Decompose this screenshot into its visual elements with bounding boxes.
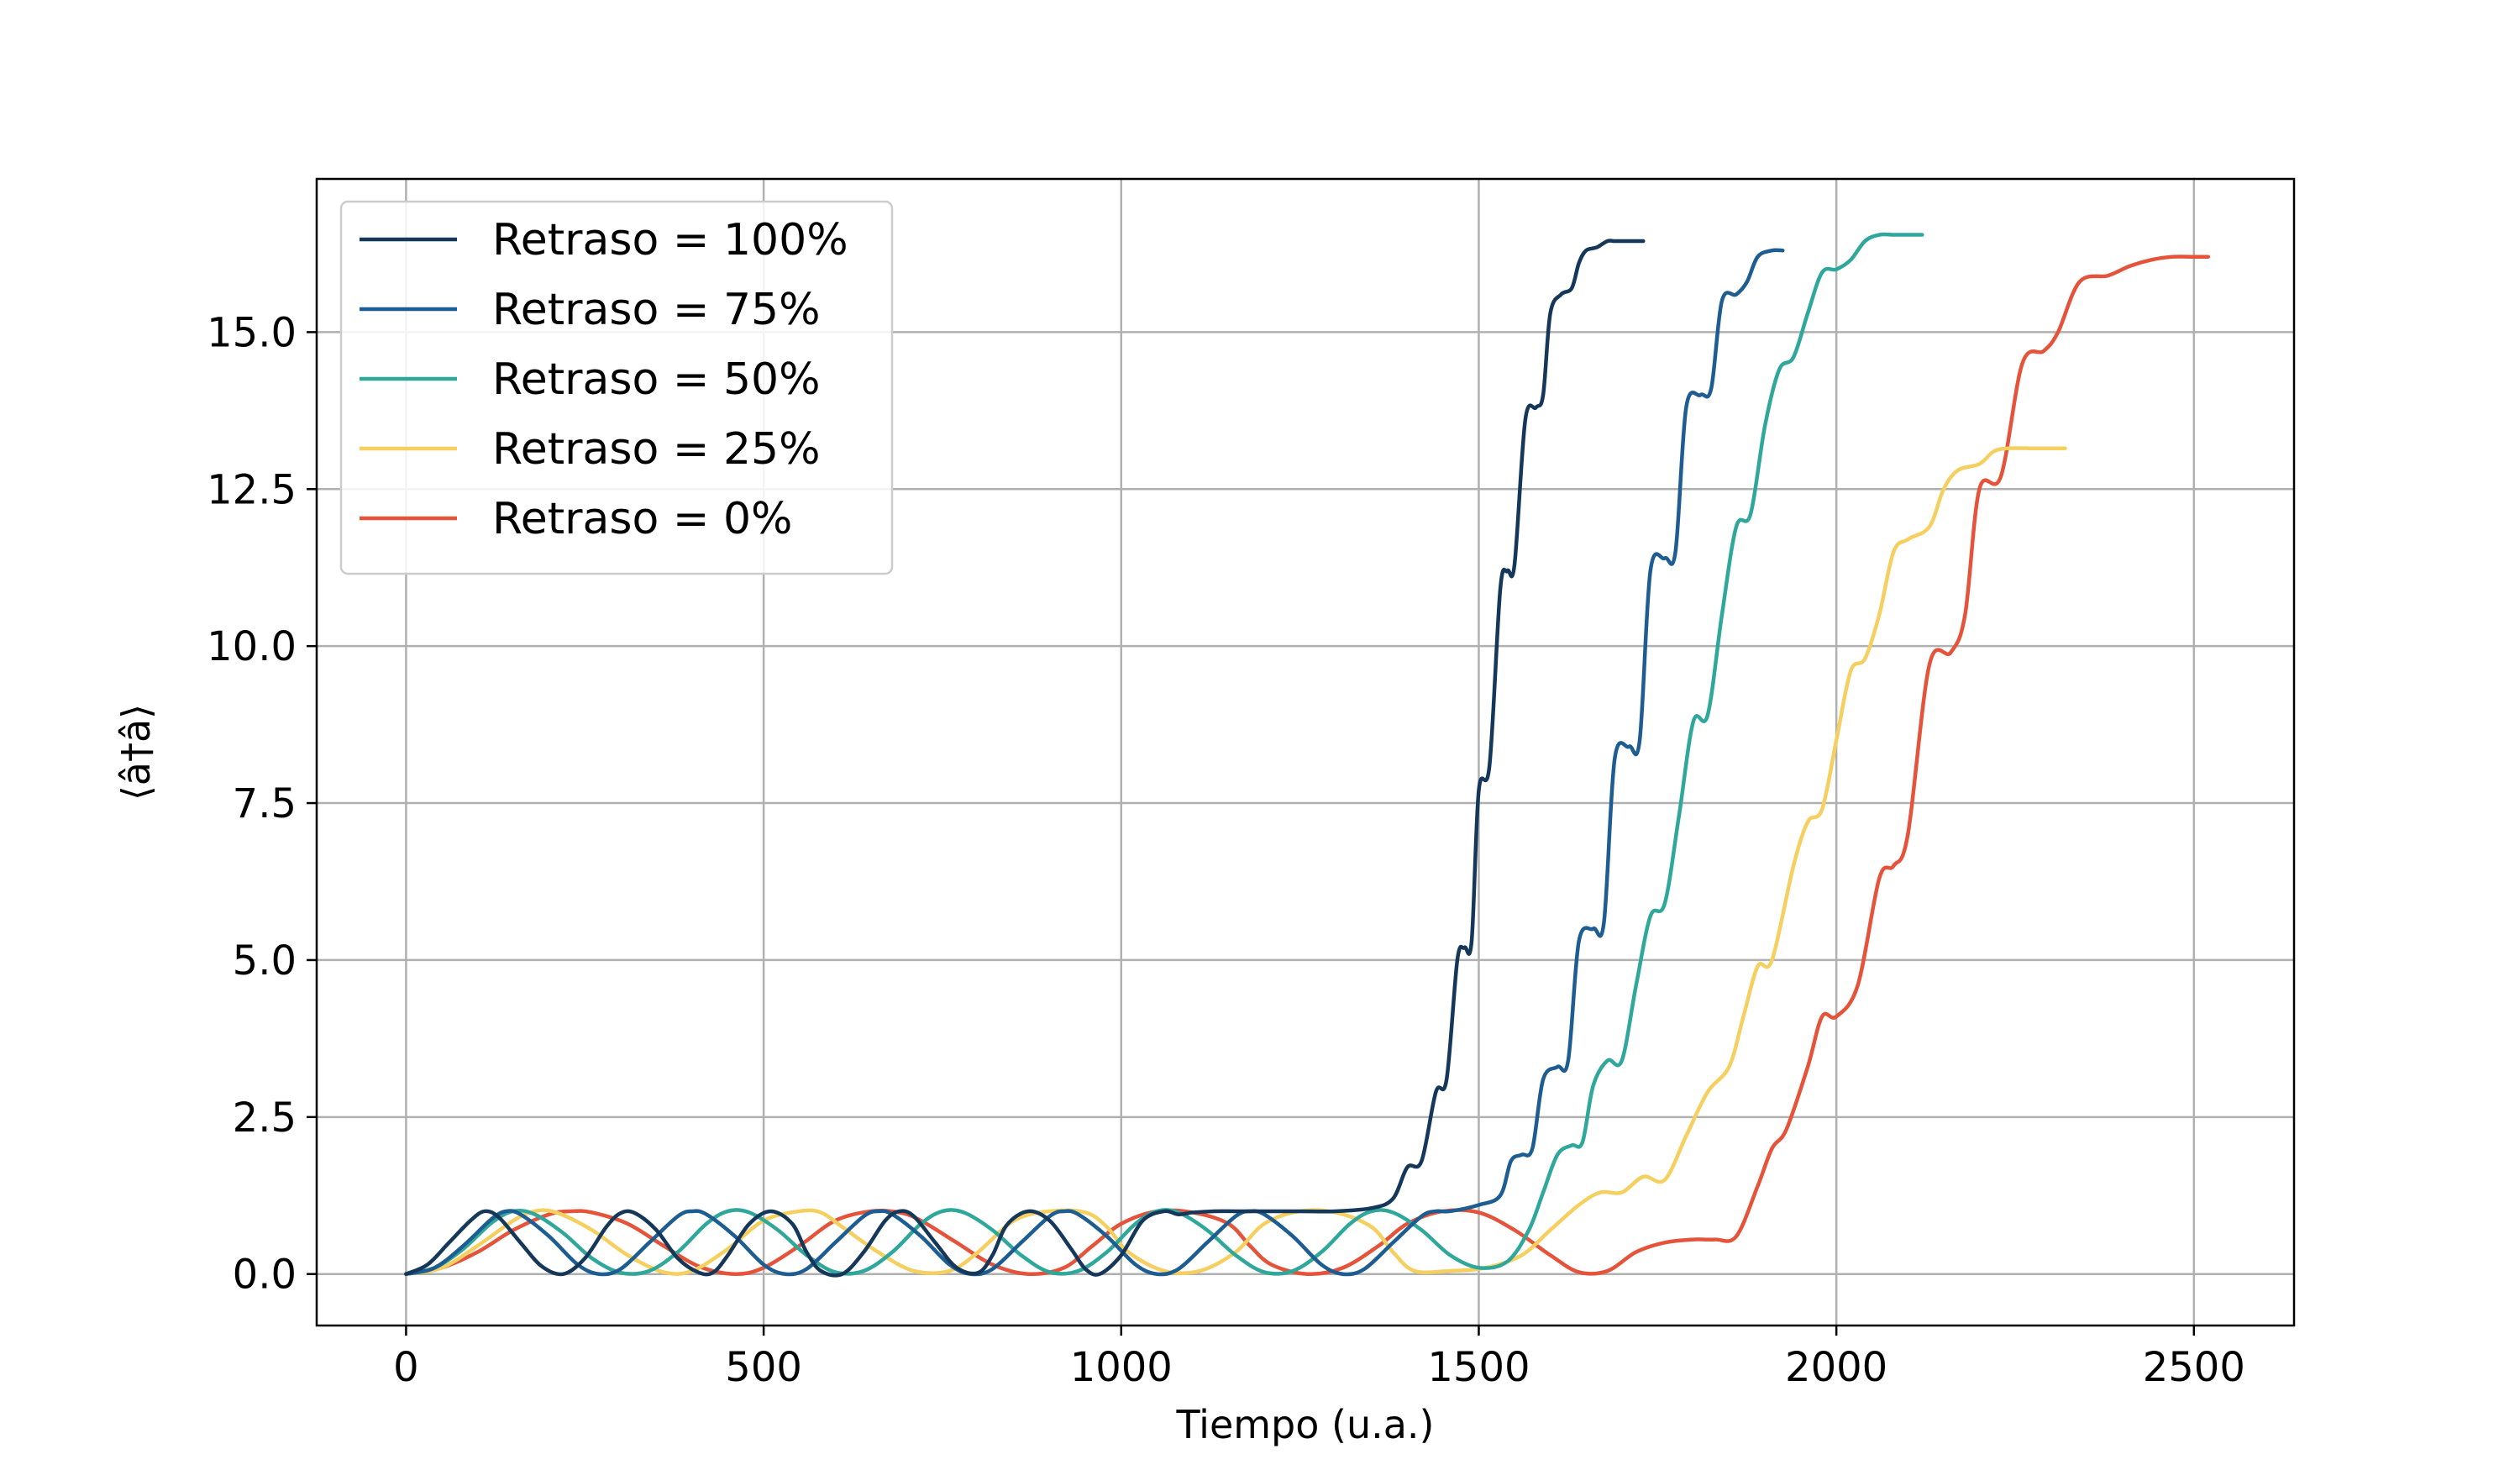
series-line-retraso-75- [404,248,1785,1277]
y-tick-label: 0.0 [233,1252,297,1299]
y-tick-label: 10.0 [207,623,297,670]
legend-label: Retraso = 75% [492,285,821,335]
y-axis-label: ⟨â†â⟩ [113,704,159,801]
x-tick-label: 1000 [1070,1344,1173,1391]
legend-label: Retraso = 100% [492,215,848,265]
x-axis-label: Tiempo (u.a.) [1175,1402,1434,1447]
legend-label: Retraso = 25% [492,424,821,475]
x-tick-label: 2000 [1785,1344,1887,1391]
y-tick-label: 12.5 [207,466,297,513]
y-tick-label: 5.0 [233,937,297,984]
x-tick-label: 500 [725,1344,802,1391]
series-line-retraso-100- [404,239,1646,1278]
x-tick-label: 2500 [2143,1344,2245,1391]
y-tick-label: 15.0 [207,309,297,356]
axis-ticks: 0 500 1000 1500 2000 2500 0.0 2.5 5.0 7.5 10.0 12.5… [207,309,2245,1391]
legend-box [339,200,894,575]
plot-area-frame [315,177,2296,1327]
x-tick-label: 1500 [1427,1344,1530,1391]
y-tick-label: 7.5 [233,780,297,827]
x-tick-label: 0 [393,1344,419,1391]
series-line-retraso-0- [404,255,2211,1277]
series-line-retraso-50- [404,232,1924,1276]
legend-label: Retraso = 0% [492,494,792,544]
series-lines [404,232,2211,1278]
y-tick-label: 2.5 [233,1095,297,1142]
legend: Retraso = 100% Retraso = 75% Retraso = 50%… [339,200,894,575]
legend-label: Retraso = 50% [492,354,821,405]
